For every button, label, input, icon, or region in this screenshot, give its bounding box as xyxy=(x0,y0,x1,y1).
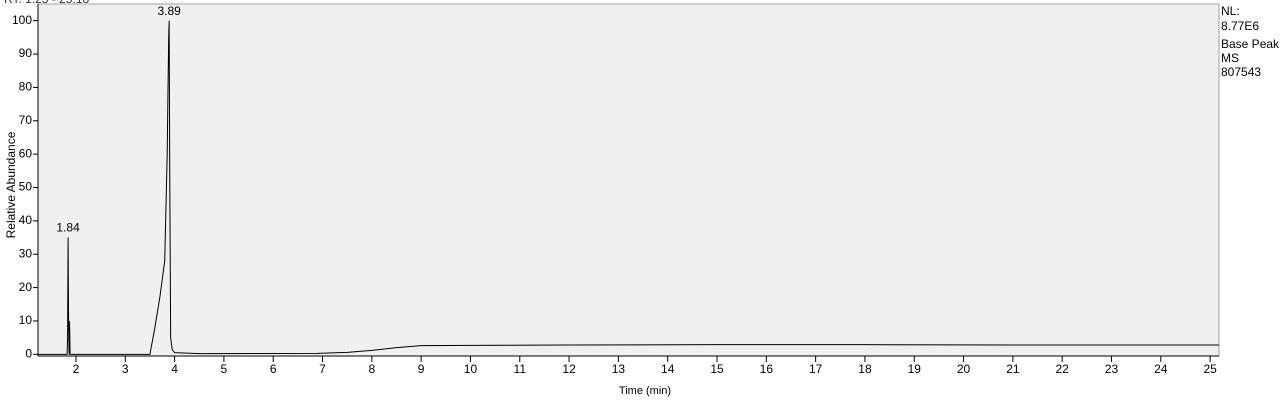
x-tick-label: 3 xyxy=(122,362,129,376)
x-tick-label: 24 xyxy=(1154,362,1168,376)
y-tick-label: 70 xyxy=(19,113,33,127)
x-tick-label: 11 xyxy=(514,362,527,376)
y-tick-label: 30 xyxy=(19,246,33,260)
y-tick-label: 0 xyxy=(25,347,32,361)
y-tick-label: 80 xyxy=(19,80,33,94)
y-tick-label: 60 xyxy=(19,146,33,160)
y-tick-label: 40 xyxy=(19,213,33,227)
x-tick-label: 21 xyxy=(1006,362,1020,376)
x-tick-label: 9 xyxy=(418,362,425,376)
y-tick-label: 100 xyxy=(12,13,32,27)
peak-label: 1.84 xyxy=(56,221,80,235)
x-tick-label: 16 xyxy=(760,362,774,376)
x-tick-label: 6 xyxy=(270,362,277,376)
x-tick-label: 12 xyxy=(562,362,576,376)
x-tick-label: 17 xyxy=(809,362,823,376)
info-text: NL: xyxy=(1221,4,1240,18)
x-tick-label: 22 xyxy=(1056,362,1070,376)
y-tick-label: 50 xyxy=(19,180,33,194)
y-axis-label: Relative Abundance xyxy=(4,131,18,238)
x-tick-label: 4 xyxy=(171,362,178,376)
x-tick-label: 13 xyxy=(612,362,626,376)
x-tick-label: 15 xyxy=(710,362,724,376)
chromatogram-line xyxy=(38,20,1219,355)
info-text: 8.77E6 xyxy=(1221,19,1259,33)
x-tick-label: 20 xyxy=(957,362,971,376)
x-tick-label: 19 xyxy=(908,362,922,376)
info-text: Base Peak xyxy=(1221,37,1280,51)
x-tick-label: 5 xyxy=(221,362,228,376)
x-tick-label: 18 xyxy=(858,362,872,376)
x-tick-label: 2 xyxy=(73,362,80,376)
x-axis-label: Time (min) xyxy=(619,385,671,397)
x-tick-label: 25 xyxy=(1203,362,1217,376)
x-tick-label: 23 xyxy=(1105,362,1119,376)
x-tick-label: 8 xyxy=(368,362,375,376)
peak-label: 3.89 xyxy=(157,4,181,18)
info-text: 807543 xyxy=(1221,65,1261,79)
x-tick-label: 7 xyxy=(319,362,326,376)
info-text: MS xyxy=(1221,51,1239,65)
plot-area xyxy=(37,3,1220,357)
y-tick-label: 10 xyxy=(19,313,33,327)
y-tick-label: 20 xyxy=(19,280,33,294)
x-tick-label: 10 xyxy=(464,362,478,376)
chart-title: RT: 1.23 - 25.18 xyxy=(4,0,89,6)
y-tick-label: 90 xyxy=(19,46,33,60)
x-tick-label: 14 xyxy=(661,362,675,376)
